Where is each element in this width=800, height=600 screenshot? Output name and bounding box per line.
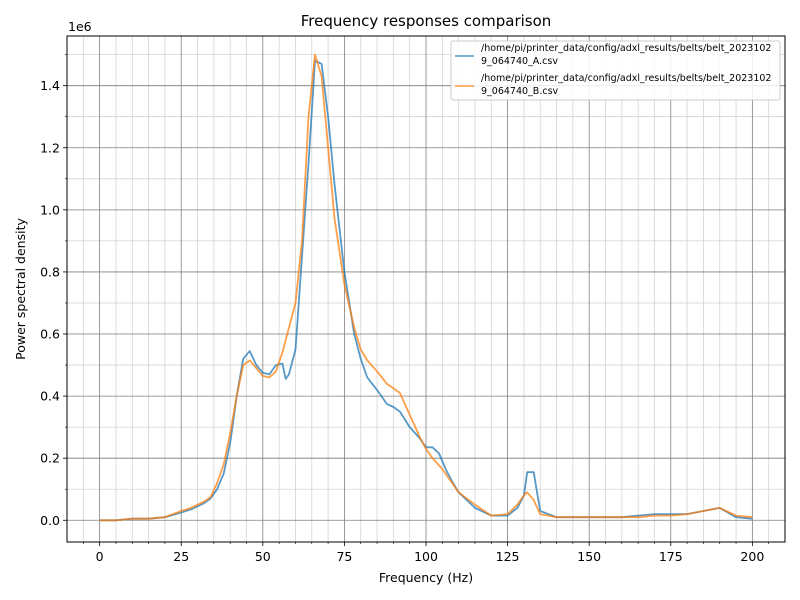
series-line-b bbox=[99, 53, 753, 522]
x-tick-label: 150 bbox=[577, 549, 601, 564]
y-tick-label: 0.4 bbox=[40, 389, 60, 404]
x-tick-label: 125 bbox=[496, 549, 520, 564]
x-tick-label: 200 bbox=[740, 549, 764, 564]
legend-box bbox=[450, 40, 781, 101]
ticks-layer: 0 25 50 75 100 125 150 175 200 0.0 0.2 0.4 0.6 0.8 1.0… bbox=[40, 54, 769, 564]
y-tick-label: 1.2 bbox=[40, 140, 60, 155]
legend-label-b-line2: 9_064740_B.csv bbox=[481, 86, 559, 97]
y-tick-label: 0.6 bbox=[40, 327, 60, 342]
y-axis-label: Power spectral density bbox=[13, 218, 28, 360]
series-layer bbox=[99, 53, 753, 522]
x-tick-label: 0 bbox=[96, 549, 104, 564]
y-tick-label: 0.8 bbox=[40, 264, 60, 279]
legend-label-a-line2: 9_064740_A.csv bbox=[481, 56, 558, 67]
x-tick-label: 50 bbox=[255, 549, 271, 564]
legend-label-b-line1: /home/pi/printer_data/config/adxl_result… bbox=[481, 73, 771, 84]
y-tick-label: 0.0 bbox=[40, 513, 60, 528]
y-tick-label: 1.0 bbox=[40, 202, 60, 217]
x-tick-label: 75 bbox=[336, 549, 352, 564]
x-axis-label: Frequency (Hz) bbox=[379, 570, 473, 585]
legend: /home/pi/printer_data/config/adxl_result… bbox=[450, 40, 781, 101]
major-grid bbox=[67, 36, 785, 542]
chart-title: Frequency responses comparison bbox=[301, 12, 552, 30]
x-tick-label: 100 bbox=[414, 549, 438, 564]
x-tick-label: 25 bbox=[173, 549, 189, 564]
y-tick-label: 0.2 bbox=[40, 451, 60, 466]
x-tick-label: 175 bbox=[659, 549, 683, 564]
y-tick-label: 1.4 bbox=[40, 78, 60, 93]
y-offset-text: 1e6 bbox=[68, 19, 92, 34]
legend-label-a-line1: /home/pi/printer_data/config/adxl_result… bbox=[481, 43, 771, 54]
